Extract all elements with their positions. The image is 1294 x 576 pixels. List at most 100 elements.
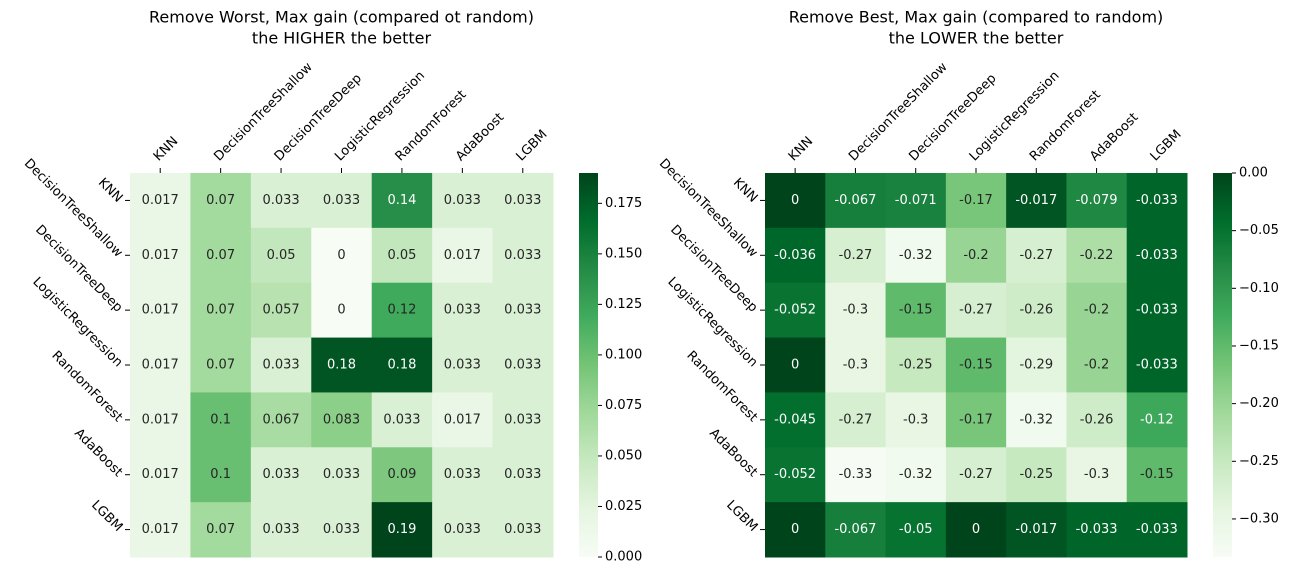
cell-label: 0.017	[142, 303, 179, 318]
heatmap-cell	[130, 227, 191, 284]
cell-label: -0.017	[1015, 193, 1057, 208]
chart-title: Remove Worst, Max gain (compared ot rand…	[149, 8, 534, 27]
cell-label: 0.05	[267, 248, 296, 263]
heatmap-cell	[1126, 282, 1188, 339]
heatmap-cell	[825, 282, 887, 339]
heatmap-cell	[130, 337, 191, 393]
heatmap-cell	[945, 282, 1007, 339]
heatmap-cell	[190, 502, 252, 558]
cell-label: 0.07	[206, 358, 235, 373]
cell-label: 0.017	[142, 248, 179, 263]
cell-label: -0.079	[1076, 193, 1118, 208]
cell-label: -0.033	[1136, 303, 1178, 318]
colorbar-tick-label: 0.000	[605, 550, 642, 565]
cell-label: 0.18	[387, 358, 416, 373]
heatmap-cell	[311, 227, 373, 284]
heatmap-cell	[432, 502, 494, 558]
cell-label: 0.07	[206, 522, 235, 537]
heatmap-cell	[765, 227, 826, 284]
cell-label: -0.27	[839, 412, 873, 427]
cell-label: 0.07	[206, 193, 235, 208]
heatmap-cell	[825, 392, 887, 448]
cell-label: 0.033	[262, 358, 299, 373]
cell-label: -0.25	[1019, 467, 1053, 482]
heatmap-cell	[1006, 173, 1067, 229]
heatmap-cell	[190, 392, 252, 448]
heatmap-cell	[1066, 227, 1128, 284]
cell-label: -0.071	[895, 193, 937, 208]
cell-label: 0.033	[504, 358, 541, 373]
cell-label: -0.033	[1136, 358, 1178, 373]
cell-label: -0.3	[903, 412, 928, 427]
heatmap-cell	[1006, 227, 1067, 284]
heatmap-cell	[371, 173, 433, 229]
heatmap-cell	[765, 502, 826, 558]
x-tick-label: LGBM	[513, 127, 550, 164]
heatmap-cell	[825, 447, 887, 503]
cell-label: 0	[337, 303, 345, 318]
colorbar	[579, 173, 598, 557]
cell-label: 0.017	[444, 248, 481, 263]
y-tick-label: AdaBoost	[706, 426, 760, 480]
heatmap-cell	[432, 227, 494, 284]
cell-label: 0.033	[323, 522, 360, 537]
cell-label: -0.033	[1136, 193, 1178, 208]
y-tick-label: AdaBoost	[71, 426, 125, 480]
colorbar-tick-label: 0.100	[605, 347, 642, 362]
cell-label: -0.22	[1080, 248, 1114, 263]
heatmap-cell	[825, 502, 887, 558]
x-tick-label: DecisionTreeShallow	[846, 60, 951, 165]
heatmap-cell	[311, 282, 373, 339]
cell-label: -0.27	[1019, 248, 1053, 263]
heatmap-cell	[190, 282, 252, 339]
cell-label: -0.29	[1019, 358, 1053, 373]
heatmap-cell	[1006, 392, 1067, 448]
cell-label: 0.057	[262, 303, 299, 318]
cell-label: -0.036	[774, 248, 816, 263]
cell-label: 0.033	[262, 467, 299, 482]
cell-label: 0.033	[504, 303, 541, 318]
cell-label: 0.033	[504, 522, 541, 537]
cell-label: -0.27	[959, 303, 993, 318]
cell-label: 0.033	[504, 412, 541, 427]
heatmap-cell	[1066, 173, 1128, 229]
cell-label: 0.033	[444, 193, 481, 208]
x-tick-label: KNN	[151, 134, 181, 164]
cell-label: 0.017	[142, 522, 179, 537]
cell-label: -0.15	[899, 303, 933, 318]
heatmap-cell	[311, 337, 373, 393]
heatmap-cell	[765, 173, 826, 229]
heatmap-cell	[492, 447, 554, 503]
heatmap-cell	[885, 502, 947, 558]
heatmap-cell	[825, 337, 887, 393]
y-tick-label: LGBM	[723, 498, 760, 535]
cell-label: 0.033	[444, 467, 481, 482]
y-tick-label: LGBM	[88, 498, 125, 535]
cell-label: -0.3	[1084, 467, 1109, 482]
x-tick-label: AdaBoost	[453, 110, 507, 164]
cell-label: -0.045	[774, 412, 816, 427]
heatmap-cell	[130, 392, 191, 448]
cell-label: 0.067	[262, 412, 299, 427]
colorbar-tick-label: −0.30	[1239, 511, 1279, 526]
colorbar-tick-label: 0.150	[605, 246, 642, 261]
cell-label: -0.3	[843, 303, 868, 318]
heatmap-cell	[432, 447, 494, 503]
heatmap-cell	[492, 282, 554, 339]
heatmap-cell	[945, 227, 1007, 284]
cell-label: -0.32	[899, 248, 933, 263]
cell-label: 0.017	[142, 193, 179, 208]
heatmap-cell	[885, 337, 947, 393]
heatmap-cell	[432, 392, 494, 448]
chart-subtitle: the LOWER the better	[889, 29, 1064, 48]
cell-label: 0	[791, 358, 799, 373]
cell-label: 0.033	[262, 522, 299, 537]
cell-label: 0.05	[387, 248, 416, 263]
cell-label: -0.033	[1136, 522, 1178, 537]
cell-label: 0.07	[206, 248, 235, 263]
cell-label: 0	[337, 248, 345, 263]
cell-label: -0.052	[774, 467, 816, 482]
heatmap-cell	[945, 447, 1007, 503]
cell-label: -0.33	[839, 467, 873, 482]
